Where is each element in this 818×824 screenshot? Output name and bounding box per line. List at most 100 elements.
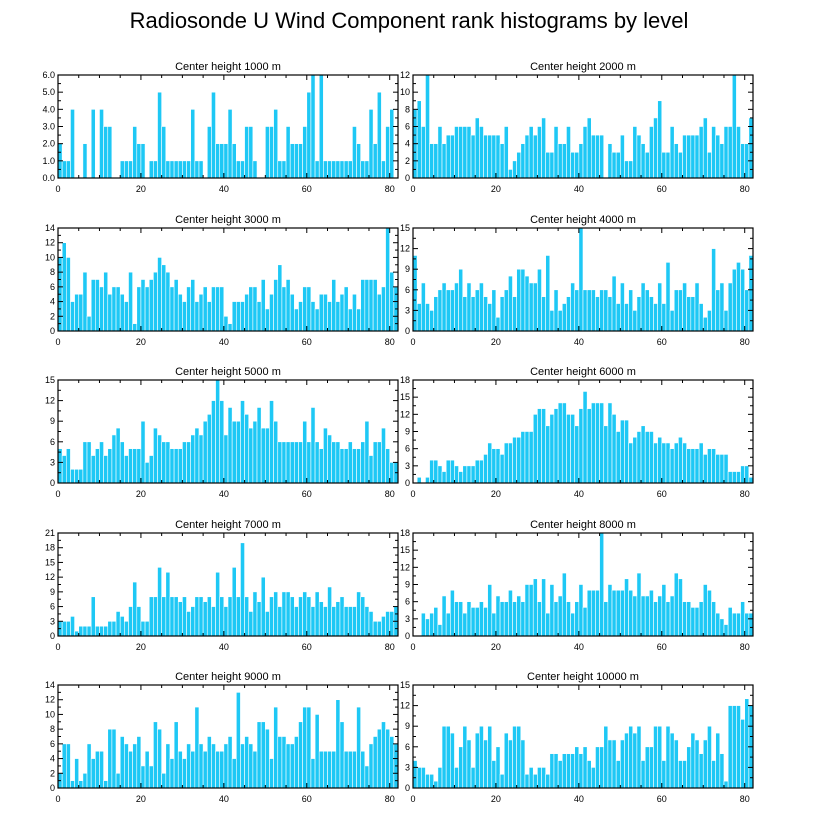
histogram-bar bbox=[331, 279, 337, 332]
histogram-bar bbox=[441, 282, 447, 332]
histogram-bar bbox=[657, 595, 663, 637]
histogram-bar bbox=[454, 465, 459, 484]
histogram-bar bbox=[78, 293, 84, 332]
y-tick-label: 0 bbox=[50, 478, 55, 488]
histogram-bar bbox=[462, 126, 468, 179]
histogram-bar bbox=[136, 286, 142, 332]
histogram-bar bbox=[223, 743, 229, 789]
histogram-bar bbox=[148, 279, 154, 332]
histogram-bar bbox=[512, 725, 517, 789]
histogram-bar bbox=[281, 286, 287, 332]
histogram-bar bbox=[607, 402, 613, 484]
histogram-bar bbox=[252, 160, 258, 179]
histogram-bar bbox=[368, 611, 374, 637]
histogram-bar bbox=[640, 595, 646, 637]
histogram-bar bbox=[557, 595, 563, 637]
histogram-bar bbox=[128, 606, 133, 637]
histogram-bar bbox=[140, 279, 146, 332]
histogram-bar bbox=[483, 739, 488, 789]
histogram-bar bbox=[314, 714, 320, 789]
histogram-bar bbox=[385, 611, 391, 637]
histogram-bar bbox=[595, 296, 600, 332]
histogram-bar bbox=[381, 616, 386, 637]
histogram-bar bbox=[437, 767, 443, 789]
histogram-bar bbox=[339, 160, 345, 179]
histogram-bar bbox=[223, 143, 229, 179]
histogram-bar bbox=[82, 772, 88, 789]
histogram-bar bbox=[702, 316, 708, 332]
x-tick-label: 80 bbox=[740, 794, 750, 804]
histogram-bar bbox=[124, 455, 129, 484]
histogram-bar bbox=[528, 584, 534, 637]
histogram-bar bbox=[620, 589, 625, 637]
histogram-bar bbox=[698, 303, 704, 332]
histogram-bar bbox=[491, 134, 497, 179]
histogram-bar bbox=[99, 750, 104, 789]
histogram-bar bbox=[115, 611, 121, 637]
histogram-bar bbox=[132, 126, 138, 179]
histogram-bar bbox=[603, 601, 609, 637]
histogram-bar bbox=[711, 248, 716, 332]
histogram-bar bbox=[715, 454, 721, 484]
histogram-bar bbox=[194, 706, 200, 789]
y-tick-label: 3 bbox=[405, 614, 410, 624]
histogram-bar bbox=[173, 448, 179, 484]
histogram-bar bbox=[479, 282, 484, 332]
histogram-bar bbox=[545, 612, 551, 637]
y-tick-label: 8 bbox=[405, 104, 410, 114]
histogram-bar bbox=[95, 625, 100, 637]
histogram-bar bbox=[136, 606, 142, 637]
y-tick-label: 3 bbox=[50, 457, 55, 467]
histogram-bar bbox=[65, 257, 71, 332]
histogram-bar bbox=[82, 143, 88, 179]
histogram-bar bbox=[368, 743, 374, 789]
histogram-bar bbox=[260, 427, 266, 484]
histogram-bar bbox=[698, 753, 704, 789]
histogram-bar bbox=[352, 126, 357, 179]
histogram-bar bbox=[132, 323, 138, 332]
histogram-bar bbox=[727, 282, 733, 332]
x-tick-label: 0 bbox=[410, 642, 415, 652]
histogram-bar bbox=[669, 310, 675, 332]
histogram-bar bbox=[128, 160, 133, 179]
histogram-bar bbox=[537, 767, 542, 789]
histogram-bar bbox=[107, 293, 113, 332]
histogram-bar bbox=[256, 407, 262, 484]
histogram-bar bbox=[269, 596, 274, 637]
histogram-bar bbox=[590, 767, 596, 789]
histogram-bar bbox=[202, 750, 208, 789]
y-tick-label: 14 bbox=[45, 223, 55, 233]
histogram-bar bbox=[256, 601, 262, 637]
histogram-bar bbox=[206, 126, 212, 179]
histogram-bar bbox=[744, 465, 750, 484]
histogram-bar bbox=[686, 601, 692, 637]
histogram-bar bbox=[707, 725, 712, 789]
histogram-bar bbox=[78, 780, 84, 789]
histogram-bar bbox=[124, 160, 129, 179]
x-tick-label: 60 bbox=[657, 642, 667, 652]
histogram-bar bbox=[553, 289, 559, 332]
histogram-bar bbox=[161, 126, 167, 179]
histogram-bar bbox=[744, 612, 750, 637]
histogram-bar bbox=[194, 301, 200, 332]
histogram-bar bbox=[132, 448, 138, 484]
histogram-bar bbox=[570, 753, 576, 789]
histogram-bar bbox=[215, 750, 221, 789]
histogram-bar bbox=[372, 279, 378, 332]
histogram-bar bbox=[277, 160, 283, 179]
histogram-bar bbox=[124, 620, 129, 637]
histogram-bar bbox=[115, 286, 121, 332]
histogram-bar bbox=[318, 448, 324, 484]
histogram-bar bbox=[318, 750, 324, 789]
histogram-bar bbox=[420, 282, 426, 332]
histogram-bar bbox=[520, 268, 526, 332]
x-tick-label: 80 bbox=[385, 337, 395, 347]
histogram-bar bbox=[508, 739, 513, 789]
histogram-bar bbox=[90, 596, 96, 637]
histogram-bar bbox=[298, 596, 303, 637]
histogram-bar bbox=[686, 296, 692, 332]
histogram-bar bbox=[549, 414, 555, 484]
histogram-bar bbox=[503, 732, 509, 789]
histogram-bar bbox=[144, 750, 150, 789]
histogram-bar bbox=[553, 753, 559, 789]
